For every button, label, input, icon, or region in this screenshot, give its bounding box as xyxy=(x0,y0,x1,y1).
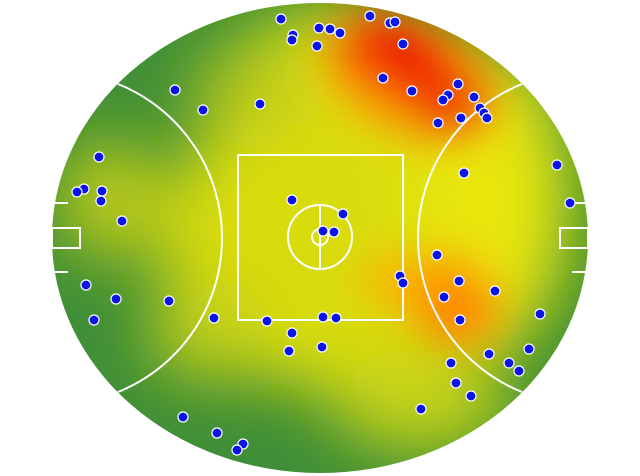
point xyxy=(316,341,328,353)
point xyxy=(455,112,467,124)
point xyxy=(328,226,340,238)
point xyxy=(406,85,418,97)
point xyxy=(317,311,329,323)
point xyxy=(324,23,336,35)
point xyxy=(311,40,323,52)
point xyxy=(483,348,495,360)
point xyxy=(534,308,546,320)
point xyxy=(445,357,457,369)
point xyxy=(261,315,273,327)
point xyxy=(88,314,100,326)
point xyxy=(564,197,576,209)
point xyxy=(96,185,108,197)
point xyxy=(503,357,515,369)
point xyxy=(523,343,535,355)
point xyxy=(337,208,349,220)
point xyxy=(197,104,209,116)
point xyxy=(71,186,83,198)
point xyxy=(95,195,107,207)
point xyxy=(283,345,295,357)
point xyxy=(452,78,464,90)
point xyxy=(415,403,427,415)
point xyxy=(397,38,409,50)
point xyxy=(432,117,444,129)
point xyxy=(275,13,287,25)
point xyxy=(80,279,92,291)
point xyxy=(330,312,342,324)
point xyxy=(465,390,477,402)
point xyxy=(208,312,220,324)
point xyxy=(93,151,105,163)
point xyxy=(453,275,465,287)
point xyxy=(313,22,325,34)
point xyxy=(177,411,189,423)
point xyxy=(450,377,462,389)
point xyxy=(116,215,128,227)
point xyxy=(286,194,298,206)
point xyxy=(468,91,480,103)
point xyxy=(163,295,175,307)
point xyxy=(334,27,346,39)
point xyxy=(254,98,266,110)
point xyxy=(169,84,181,96)
point xyxy=(397,277,409,289)
point xyxy=(481,112,493,124)
point xyxy=(454,314,466,326)
point xyxy=(317,225,329,237)
point xyxy=(437,94,449,106)
point xyxy=(364,10,376,22)
point xyxy=(458,167,470,179)
point xyxy=(513,365,525,377)
point xyxy=(431,249,443,261)
point xyxy=(286,34,298,46)
point xyxy=(110,293,122,305)
point xyxy=(389,16,401,28)
field-markings xyxy=(51,83,589,393)
point xyxy=(231,444,243,456)
point xyxy=(286,327,298,339)
point xyxy=(489,285,501,297)
point xyxy=(211,427,223,439)
point xyxy=(377,72,389,84)
point xyxy=(551,159,563,171)
point xyxy=(438,291,450,303)
